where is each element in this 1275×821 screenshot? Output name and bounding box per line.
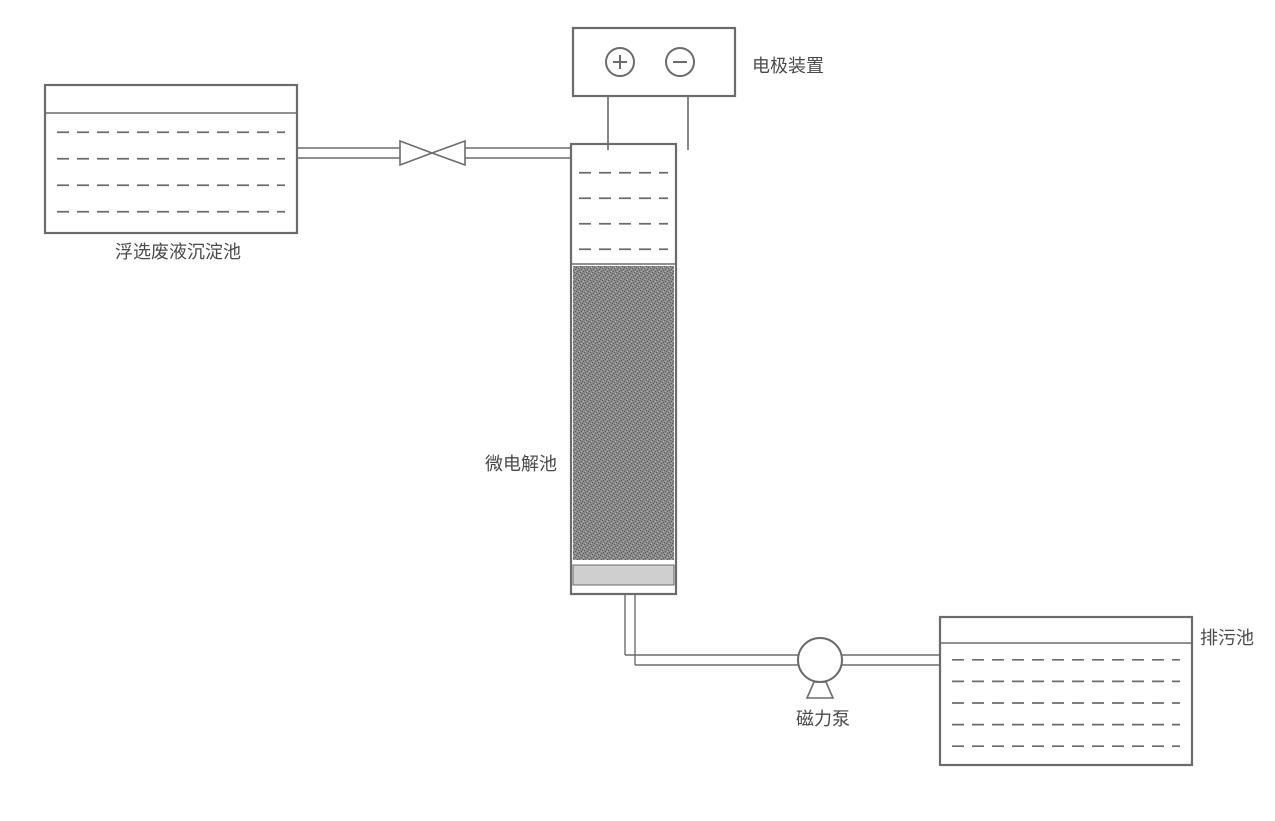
valve-icon (432, 141, 465, 165)
settling-tank-label: 浮选废液沉淀池 (115, 242, 241, 262)
pump-icon (798, 638, 842, 682)
electrode-label: 电极装置 (752, 56, 824, 76)
pump-label: 磁力泵 (796, 709, 850, 729)
drain-tank-label: 排污池 (1200, 628, 1254, 648)
granular-bed (573, 266, 674, 560)
drain-tank (940, 617, 1192, 765)
column-label: 微电解池 (485, 454, 557, 474)
filter-layer (573, 565, 674, 585)
electrode-box (573, 28, 735, 96)
